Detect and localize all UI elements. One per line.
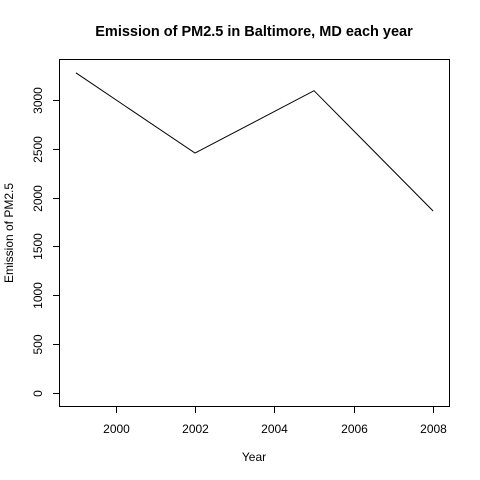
x-tick-label: 2000 [103,422,130,436]
y-axis: 0 500 1000 1500 2000 2500 3000 [31,87,60,397]
x-tick-label: 2006 [341,422,368,436]
y-tick-label: 500 [31,334,45,354]
x-axis: 2000 2002 2004 2006 2008 [103,406,447,436]
y-tick-label: 1000 [31,282,45,309]
y-tick-label: 2000 [31,185,45,212]
chart-title: Emission of PM2.5 in Baltimore, MD each … [95,24,413,40]
series-line [75,72,434,212]
series-layer [75,72,434,212]
y-axis-label: Emission of PM2.5 [2,183,16,283]
y-tick-label: 2500 [31,136,45,163]
x-tick-label: 2002 [182,422,209,436]
y-tick-label: 0 [31,390,45,397]
y-tick-label: 1500 [31,233,45,260]
y-tick-label: 3000 [31,87,45,114]
x-tick-label: 2008 [420,422,447,436]
x-tick-label: 2004 [261,422,288,436]
x-axis-label: Year [242,450,266,464]
plot-frame [59,59,450,407]
